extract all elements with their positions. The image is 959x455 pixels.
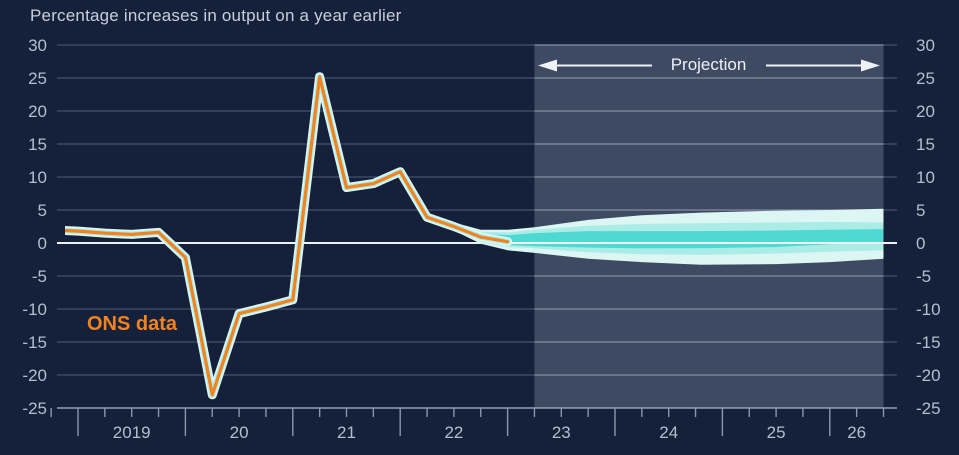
y-tick-label-left: -15 [22, 333, 47, 352]
y-tick-label-right: 20 [916, 102, 935, 121]
ons-halo-inner [65, 73, 511, 398]
x-year-label: 20 [230, 423, 249, 442]
x-year-label: 2019 [113, 423, 151, 442]
projection-arrow [538, 59, 880, 72]
chart-title: Percentage increases in output on a year… [30, 6, 402, 25]
y-tick-label-right: -15 [916, 333, 941, 352]
y-tick-label-right: 15 [916, 135, 935, 154]
arrow-right-head [861, 59, 880, 72]
y-tick-label-left: 15 [28, 135, 47, 154]
arrow-left-head [538, 59, 557, 72]
x-year-label: 23 [552, 423, 571, 442]
y-tick-label-right: 10 [916, 168, 935, 187]
y-tick-label-right: 30 [916, 36, 935, 55]
x-year-label: 22 [444, 423, 463, 442]
y-tick-label-left: -10 [22, 300, 47, 319]
y-tick-label-left: -5 [32, 267, 47, 286]
y-tick-label-left: 5 [38, 201, 47, 220]
y-tick-label-left: 30 [28, 36, 47, 55]
y-tick-label-left: -25 [22, 399, 47, 418]
y-tick-label-right: -25 [916, 399, 941, 418]
y-tick-label-right: -20 [916, 366, 941, 385]
y-tick-label-left: 25 [28, 69, 47, 88]
x-year-label: 26 [847, 423, 866, 442]
ons-data-label: ONS data [87, 313, 178, 335]
y-tick-label-right: -10 [916, 300, 941, 319]
y-tick-label-right: 5 [916, 201, 925, 220]
x-year-label: 25 [767, 423, 786, 442]
y-tick-label-left: 0 [38, 234, 47, 253]
ons-data-line [65, 75, 510, 397]
y-tick-label-right: -5 [916, 267, 931, 286]
x-year-label: 21 [337, 423, 356, 442]
y-tick-label-right: 25 [916, 69, 935, 88]
projection-label: Projection [670, 55, 747, 74]
y-tick-label-right: 0 [916, 234, 925, 253]
y-tick-label-left: 20 [28, 102, 47, 121]
x-year-label: 24 [659, 423, 678, 442]
y-tick-label-left: -20 [22, 366, 47, 385]
y-tick-label-left: 10 [28, 168, 47, 187]
